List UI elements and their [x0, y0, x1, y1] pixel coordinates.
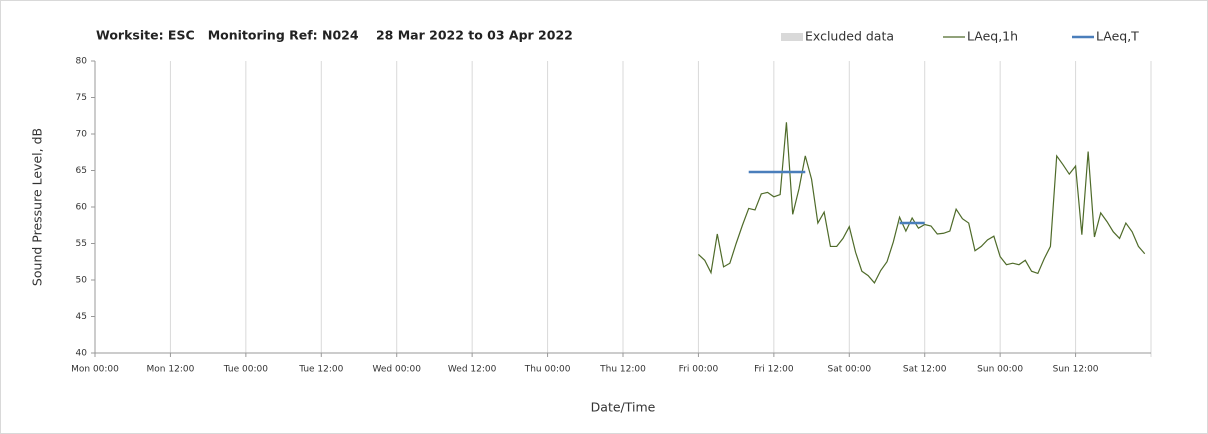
y-tick-label: 40 — [76, 349, 88, 359]
y-tick-label: 60 — [76, 203, 88, 213]
y-tick-label: 45 — [76, 312, 87, 322]
x-tick-label: Mon 12:00 — [147, 365, 195, 375]
x-tick-label: Wed 00:00 — [373, 365, 422, 375]
y-tick-label: 50 — [76, 276, 88, 286]
x-tick-label: Fri 12:00 — [754, 365, 794, 375]
y-tick-label: 65 — [76, 166, 87, 176]
legend-label: Excluded data — [805, 29, 894, 44]
y-tick-label: 75 — [76, 93, 87, 103]
x-tick-label: Sat 12:00 — [903, 365, 947, 375]
x-tick-label: Sun 00:00 — [977, 365, 1023, 375]
x-tick-label: Sat 00:00 — [828, 365, 872, 375]
x-tick-label: Wed 12:00 — [448, 365, 497, 375]
chart-title: Worksite: ESC Monitoring Ref: N024 28 Ma… — [96, 28, 573, 43]
x-tick-label: Mon 00:00 — [71, 365, 119, 375]
y-tick-label: 70 — [76, 130, 88, 140]
legend-swatch — [781, 33, 803, 41]
x-tick-label: Tue 12:00 — [298, 365, 343, 375]
legend-label: LAeq,T — [1096, 29, 1139, 44]
y-axis-label: Sound Pressure Level, dB — [30, 128, 45, 286]
x-tick-label: Tue 00:00 — [223, 365, 268, 375]
legend-label: LAeq,1h — [967, 29, 1018, 44]
y-tick-label: 80 — [76, 57, 88, 67]
series-line — [698, 122, 1146, 284]
x-tick-label: Sun 12:00 — [1053, 365, 1099, 375]
x-axis-label: Date/Time — [591, 400, 656, 415]
x-tick-label: Fri 00:00 — [679, 365, 719, 375]
x-tick-label: Thu 00:00 — [524, 365, 571, 375]
y-tick-label: 55 — [76, 239, 87, 249]
x-tick-label: Thu 12:00 — [599, 365, 646, 375]
